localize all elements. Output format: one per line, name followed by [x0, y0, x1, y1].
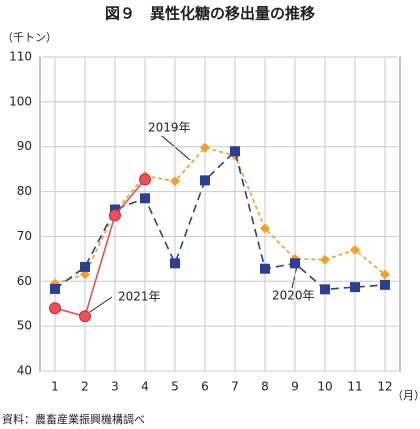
y-tick-label: 70: [17, 229, 32, 243]
marker: [350, 244, 360, 255]
y-tick-label: 110: [9, 50, 32, 64]
marker: [380, 279, 390, 290]
plot-frame: [39, 56, 401, 372]
y-tick-label: 60: [17, 274, 32, 288]
x-tick-label: 2: [81, 380, 89, 394]
x-tick-label: 5: [171, 380, 179, 394]
series-label: 2020年: [272, 289, 315, 303]
marker: [80, 261, 90, 272]
x-tick-label: 12: [377, 380, 392, 394]
y-tick-label: 50: [17, 319, 32, 333]
series-line: [54, 146, 386, 285]
source: 資料：農畜産業振興機構調べ: [2, 412, 145, 426]
marker: [320, 284, 330, 295]
marker: [260, 263, 270, 274]
marker: [170, 258, 180, 269]
marker: [109, 209, 121, 222]
marker: [380, 269, 390, 280]
x-tick-label: 7: [231, 380, 239, 394]
marker: [49, 302, 61, 315]
x-tick-label: 4: [141, 380, 149, 394]
x-tick-label: 9: [291, 380, 299, 394]
y-tick-label: 90: [17, 139, 32, 153]
x-tick-label: 3: [111, 380, 119, 394]
marker: [139, 173, 151, 186]
leader-line: [89, 296, 113, 313]
marker: [350, 282, 360, 293]
marker: [320, 254, 330, 265]
marker: [50, 283, 60, 294]
y-tick-label: 100: [9, 94, 32, 108]
x-tick-label: 10: [317, 380, 332, 394]
marker: [140, 193, 150, 204]
marker: [80, 269, 90, 280]
marker: [200, 175, 210, 186]
series-line: [54, 149, 386, 291]
series-line: [54, 178, 146, 318]
marker: [230, 146, 240, 157]
y-tick-label: 40: [17, 364, 32, 378]
chart-title: 図９ 異性化糖の移出量の推移: [105, 5, 315, 23]
x-tick-label: 11: [347, 380, 362, 394]
x-tick-label: 6: [201, 380, 209, 394]
y-tick-label: 80: [17, 184, 32, 198]
marker: [170, 176, 180, 187]
x-tick-label: 1: [51, 380, 59, 394]
marker: [79, 310, 91, 323]
y-unit: （千トン）: [2, 31, 57, 44]
series-label: 2021年: [118, 290, 161, 304]
marker: [200, 142, 210, 153]
series-label: 2019年: [148, 121, 191, 135]
leader-line: [161, 135, 191, 161]
marker: [260, 223, 270, 234]
marker: [290, 258, 300, 269]
x-unit: （月）: [392, 389, 420, 402]
x-tick-label: 8: [261, 380, 269, 394]
